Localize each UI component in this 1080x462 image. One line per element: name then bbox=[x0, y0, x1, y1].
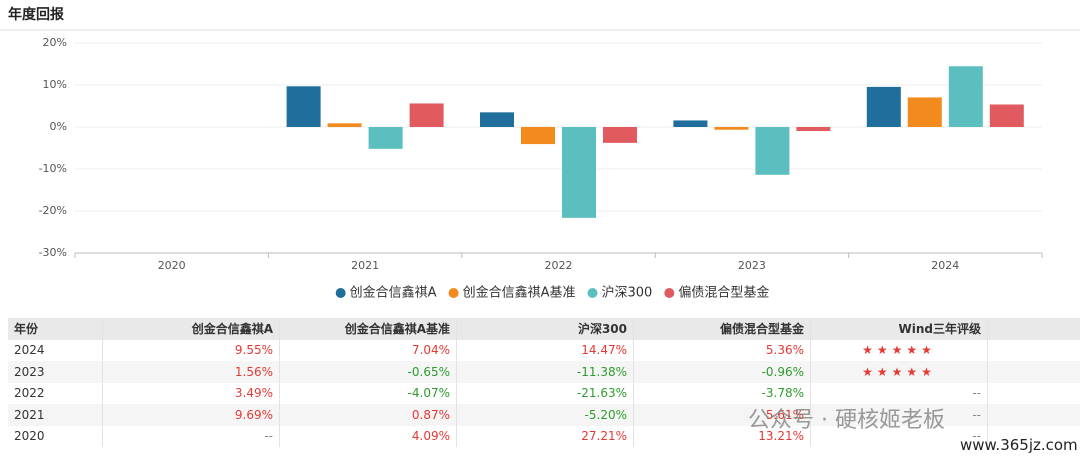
table-cell: 2022 bbox=[8, 382, 103, 404]
bar bbox=[409, 103, 444, 127]
table-cell: -4.07% bbox=[279, 382, 457, 404]
table-cell: 7.04% bbox=[279, 339, 457, 361]
table-cell: 2021 bbox=[8, 404, 103, 426]
table-cell: 9.55% bbox=[102, 339, 280, 361]
bar bbox=[755, 127, 790, 175]
x-tick-label: 2024 bbox=[931, 259, 959, 272]
table-cell: -0.96% bbox=[633, 361, 811, 383]
table-cell: -- bbox=[810, 382, 988, 404]
table-cell: 2020 bbox=[8, 425, 103, 447]
bar bbox=[866, 86, 901, 127]
header-cell: Wind三年评级 bbox=[810, 318, 988, 340]
legend-label: 沪深300 bbox=[601, 285, 652, 301]
y-tick-label: 20% bbox=[43, 36, 67, 49]
x-tick-label: 2023 bbox=[738, 259, 766, 272]
header-cell: 年份 bbox=[8, 318, 103, 340]
table-cell: -- bbox=[987, 425, 1080, 447]
table-cell: 2024 bbox=[8, 339, 103, 361]
watermark-site: www.365jz.com bbox=[960, 436, 1078, 454]
table-cell: ★★★★★ bbox=[810, 339, 988, 361]
table-cell: 13.21% bbox=[633, 425, 811, 447]
rating-star: ★ bbox=[921, 364, 936, 379]
bar bbox=[327, 123, 362, 127]
bar bbox=[368, 127, 403, 149]
table-cell: 5.36% bbox=[633, 339, 811, 361]
rating-star: ★ bbox=[876, 364, 892, 379]
y-tick-label: -20% bbox=[39, 204, 67, 217]
table-cell: -- bbox=[810, 425, 988, 447]
header-cell: 偏债混合型基金 bbox=[633, 318, 811, 340]
rating-star: ★ bbox=[906, 343, 922, 358]
bar bbox=[989, 104, 1024, 127]
table-cell: 3.49% bbox=[102, 382, 280, 404]
table-cell: 4.09% bbox=[279, 425, 457, 447]
header-cell: 创金合信鑫祺A bbox=[102, 318, 280, 340]
table-cell: ★★★★★ bbox=[810, 361, 988, 383]
legend-label: 偏债混合型基金 bbox=[678, 285, 769, 301]
bar bbox=[714, 127, 749, 130]
x-tick-label: 2022 bbox=[545, 259, 573, 272]
y-tick-label: 10% bbox=[43, 78, 67, 91]
table-cell: 240/1192 bbox=[987, 361, 1080, 383]
y-tick-label: 0% bbox=[50, 120, 67, 133]
header-cell: 创金合信鑫祺A基准 bbox=[279, 318, 457, 340]
table-row: 2020--4.09%27.21%13.21%---- bbox=[8, 425, 1080, 447]
chart-title: 年度回报 bbox=[8, 6, 64, 23]
bar bbox=[673, 120, 708, 127]
rating-star: ★ bbox=[862, 364, 877, 379]
rating-star: ★ bbox=[891, 343, 907, 358]
bar bbox=[480, 112, 514, 127]
rating-star: ★ bbox=[876, 343, 892, 358]
table-cell: -21.63% bbox=[456, 382, 634, 404]
rating-star: ★ bbox=[906, 364, 922, 379]
bar bbox=[948, 66, 983, 127]
bar bbox=[562, 127, 596, 218]
bar bbox=[796, 127, 831, 132]
legend-label: 创金合信鑫祺A基准 bbox=[463, 285, 576, 301]
chart: 年度回报 -30% -20% -10% 0% 10% 20% 2020 2021 2022 202… bbox=[0, 6, 1080, 301]
table-cell: 1.56% bbox=[102, 361, 280, 383]
watermark: 公众号 · 硬核姬老板 bbox=[748, 408, 945, 433]
rating-star: ★ bbox=[862, 343, 877, 358]
legend-marker bbox=[664, 288, 675, 298]
table-cell: 5.61% bbox=[633, 404, 811, 426]
x-tick-label: 2021 bbox=[351, 259, 379, 272]
table-cell: -- bbox=[102, 425, 280, 447]
table-cell: 27.21% bbox=[456, 425, 634, 447]
table-cell: -11.38% bbox=[456, 361, 634, 383]
table-cell: -0.65% bbox=[279, 361, 457, 383]
table-cell: -- bbox=[810, 404, 988, 426]
legend-label: 创金合信鑫祺A bbox=[350, 285, 437, 301]
bar bbox=[603, 127, 637, 143]
table-cell: 23/1012 bbox=[987, 382, 1080, 404]
bar bbox=[907, 97, 942, 127]
returns-table: 年份创金合信鑫祺A创金合信鑫祺A基准沪深300偏债混合型基金Wind三年评级同类… bbox=[8, 318, 1080, 447]
bar bbox=[286, 86, 321, 127]
table-cell: 0.87% bbox=[279, 404, 457, 426]
table-cell: -5.20% bbox=[456, 404, 634, 426]
table-cell: 72/518 bbox=[987, 404, 1080, 426]
y-tick-label: -30% bbox=[39, 246, 67, 259]
legend-marker bbox=[448, 288, 459, 298]
table-cell: 9.69% bbox=[102, 404, 280, 426]
header-cell: 沪深300 bbox=[456, 318, 634, 340]
rating-star: ★ bbox=[891, 364, 907, 379]
x-tick-label: 2020 bbox=[158, 259, 186, 272]
table-row: 20231.56%-0.65%-11.38%-0.96%★★★★★240/119… bbox=[8, 361, 1080, 383]
table-cell: -3.78% bbox=[633, 382, 811, 404]
header-cell: 同类排名 bbox=[987, 318, 1080, 340]
legend-marker bbox=[587, 288, 598, 298]
table-cell: 14.47% bbox=[456, 339, 634, 361]
y-tick-label: -10% bbox=[39, 162, 67, 175]
bar bbox=[521, 127, 555, 145]
rating-star: ★ bbox=[921, 343, 936, 358]
legend-marker bbox=[335, 288, 346, 298]
table-cell: 2023 bbox=[8, 361, 103, 383]
table-cell: 131/1331 bbox=[987, 339, 1080, 361]
